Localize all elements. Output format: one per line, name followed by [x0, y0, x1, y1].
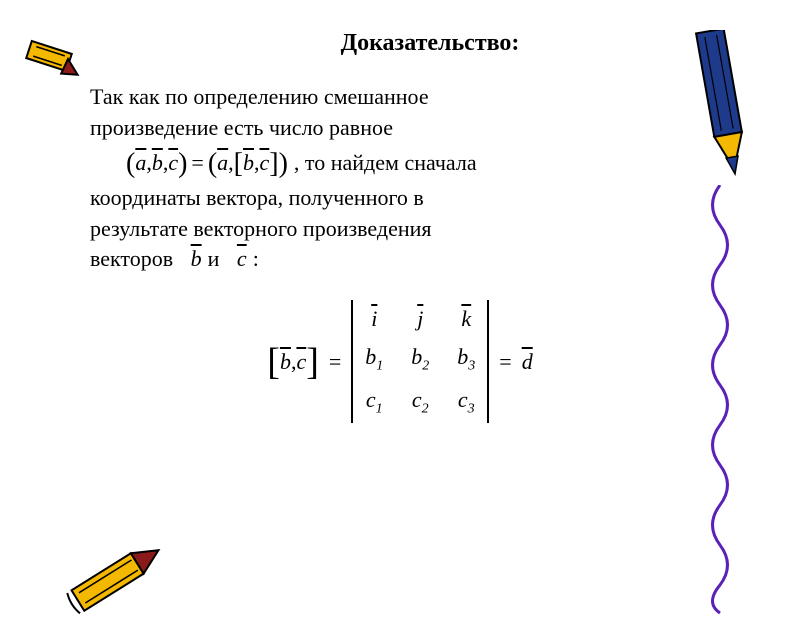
mixed-product-formula: ( a, b, c ) = ( a, [ b, c ] ) [126, 144, 288, 183]
line-2: произведение есть число равное [90, 113, 650, 144]
crayon-bottom-left-icon [55, 525, 175, 620]
determinant-matrix: i j k b1 b2 b3 c1 c2 c3 [351, 300, 489, 423]
line-1: Так как по определению смешанное [90, 82, 650, 113]
line-5: результате векторного произведения [90, 214, 650, 245]
line-3-tail: , то найдем сначала [294, 148, 477, 179]
proof-text: Так как по определению смешанное произве… [90, 82, 650, 275]
crayon-top-left-icon [20, 35, 90, 85]
formula-row: ( a, b, c ) = ( a, [ b, c ] ) , то найде… [90, 144, 650, 183]
determinant-formula: [ b, c ] = i j k b1 b2 b3 c1 c2 c3 = d [0, 300, 800, 423]
crayon-top-right-icon [690, 30, 755, 180]
squiggle-line-icon [700, 185, 740, 615]
heading: Доказательство: [0, 30, 800, 57]
line-6: векторов b и c : [90, 244, 650, 275]
line-4: координаты вектора, полученного в [90, 183, 650, 214]
